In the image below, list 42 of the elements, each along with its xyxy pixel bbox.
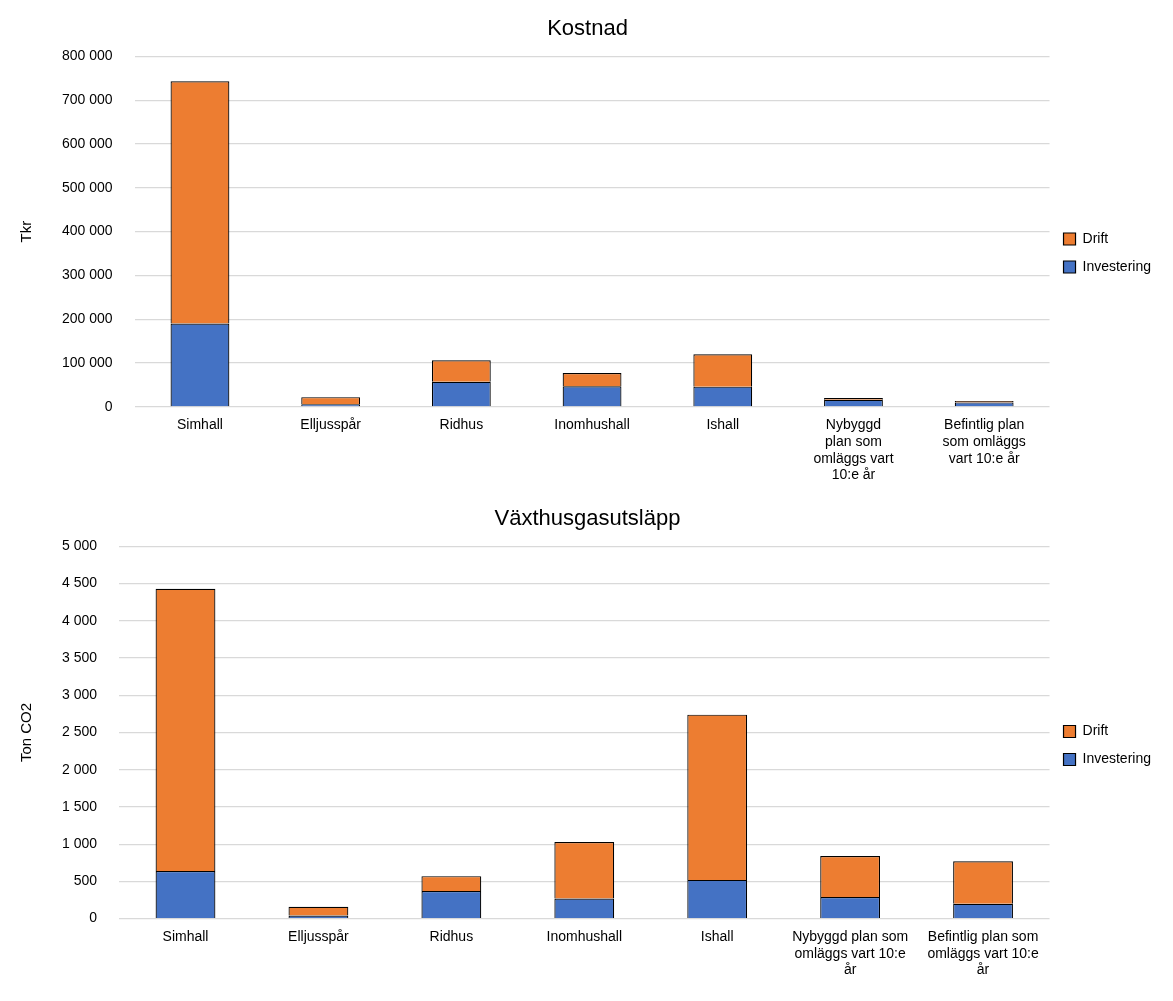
legend-label: Investering <box>1082 750 1151 767</box>
legend-label: Drift <box>1082 229 1109 246</box>
y-tick-label: 800 000 <box>62 47 113 64</box>
chart-title: Växthusgasutsläpp <box>494 505 681 531</box>
y-tick-label: 100 000 <box>62 353 113 370</box>
x-tick-label: Inomhushall <box>546 927 623 944</box>
x-tick-label: Elljusspår <box>288 927 350 944</box>
x-tick-label: Befintlig plan som omläggs vart 10:e år <box>927 927 1039 978</box>
x-tick-label: Befintlig plan som omläggs vart 10:e år <box>942 416 1026 466</box>
x-tick-label: Ishall <box>706 416 740 433</box>
x-tick-label: Simhall <box>162 927 209 944</box>
y-axis-title: Tkr <box>17 220 35 243</box>
y-tick-label: 500 <box>73 872 98 889</box>
y-axis-title: Ton CO2 <box>17 702 35 763</box>
y-tick-label: 2 000 <box>61 760 98 777</box>
y-tick-label: 0 <box>89 909 98 926</box>
y-tick-label: 3 000 <box>61 686 98 703</box>
x-tick-label: Ridhus <box>439 416 484 433</box>
y-tick-label: 200 000 <box>62 310 113 327</box>
x-tick-label: Nybyggd plan som omläggs vart 10:e år <box>813 416 894 483</box>
x-tick-label: Nybyggd plan som omläggs vart 10:e år <box>792 927 909 978</box>
y-tick-label: 3 500 <box>61 648 98 665</box>
y-tick-label: 1 500 <box>61 797 98 814</box>
x-tick-label: Inomhushall <box>554 416 630 433</box>
chart-title: Kostnad <box>547 15 628 41</box>
x-tick-label: Ishall <box>700 927 734 944</box>
y-tick-label: 4 500 <box>61 574 98 591</box>
y-tick-label: 600 000 <box>62 134 113 151</box>
x-tick-label: Elljusspår <box>300 416 362 433</box>
y-tick-label: 4 000 <box>61 611 98 628</box>
y-tick-label: 0 <box>104 397 113 414</box>
y-tick-label: 1 000 <box>61 835 98 852</box>
y-tick-label: 2 500 <box>61 723 98 740</box>
y-tick-label: 5 000 <box>61 537 98 554</box>
legend-label: Drift <box>1082 722 1109 739</box>
y-tick-label: 700 000 <box>62 91 113 108</box>
y-tick-label: 400 000 <box>62 222 113 239</box>
y-tick-label: 300 000 <box>62 266 113 283</box>
legend-label: Investering <box>1082 257 1151 274</box>
x-tick-label: Simhall <box>177 416 223 433</box>
y-tick-label: 500 000 <box>62 178 113 195</box>
x-tick-label: Ridhus <box>429 927 474 944</box>
